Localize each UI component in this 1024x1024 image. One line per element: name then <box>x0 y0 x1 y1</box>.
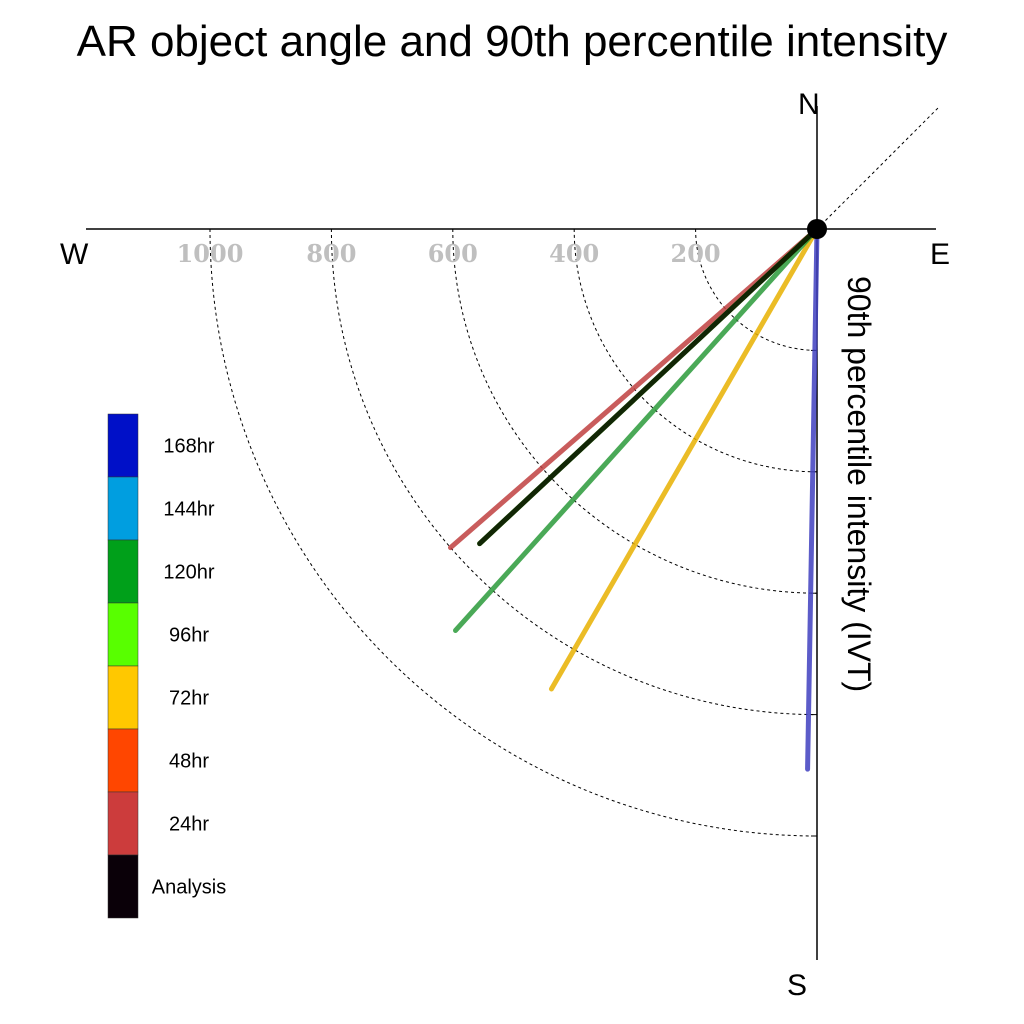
legend-swatch-96hr <box>107 602 139 667</box>
origin-marker <box>807 219 827 239</box>
north-label: N <box>798 88 820 121</box>
grid-arc-1000 <box>209 228 818 837</box>
legend-label-96hr: 96hr <box>169 625 209 647</box>
legend-label-168hr: 168hr <box>163 436 214 458</box>
grid-arc-200 <box>695 228 818 351</box>
legend-label-analysis: Analysis <box>152 877 226 899</box>
tick-label-1000: 1000 <box>177 239 244 268</box>
tick-label-600: 600 <box>428 239 478 268</box>
tick-label-200: 200 <box>671 239 721 268</box>
grid-arc-400 <box>573 228 818 473</box>
legend-swatch-analysis <box>107 854 139 919</box>
legend-label-144hr: 144hr <box>163 499 214 521</box>
legend-swatch-48hr <box>107 728 139 793</box>
vector-analysis <box>477 226 820 547</box>
radial-tick-labels: 1000 800 600 400 200 <box>177 239 721 268</box>
y-axis-label: 90th percentile intensity (IVT) <box>841 276 877 692</box>
compass-axes: N W E S <box>60 88 950 1002</box>
tick-label-400: 400 <box>549 239 599 268</box>
vector-24hr <box>448 226 820 551</box>
vector-168hr <box>805 226 820 772</box>
legend-label-72hr: 72hr <box>169 688 209 710</box>
vector-120hr <box>453 226 820 633</box>
legend-swatch-144hr <box>107 476 139 541</box>
legend-swatch-168hr <box>107 413 139 478</box>
intensity-vectors <box>448 226 820 772</box>
chart-title: AR object angle and 90th percentile inte… <box>76 17 948 66</box>
legend-label-24hr: 24hr <box>169 814 209 836</box>
legend-swatch-120hr <box>107 539 139 604</box>
south-label: S <box>787 969 807 1002</box>
east-label: E <box>930 238 950 271</box>
legend-swatch-24hr <box>107 791 139 856</box>
vector-72hr <box>548 226 820 692</box>
tick-label-800: 800 <box>306 239 356 268</box>
grid-arc-600 <box>452 228 818 594</box>
northeast-diagonal <box>816 105 941 230</box>
radial-grid <box>209 228 818 837</box>
legend-swatch-72hr <box>107 665 139 730</box>
legend: 168hr 144hr 120hr 96hr 72hr 48hr 24hr Analysis <box>107 413 226 919</box>
legend-label-48hr: 48hr <box>169 751 209 773</box>
legend-label-120hr: 120hr <box>163 562 214 584</box>
grid-arc-800 <box>330 228 818 716</box>
west-label: W <box>60 238 89 271</box>
